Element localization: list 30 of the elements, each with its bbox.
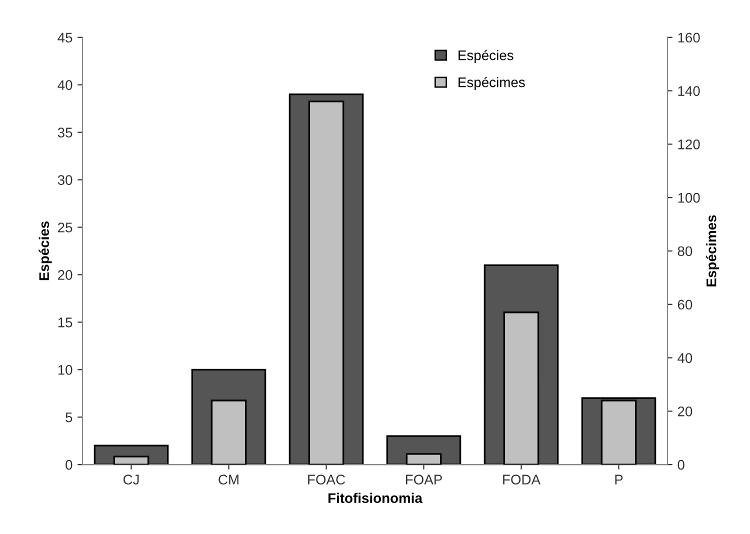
y-tick-label: 45 bbox=[58, 32, 72, 43]
y2-tick-label: 40 bbox=[678, 353, 692, 363]
y2-tick-label: 160 bbox=[678, 32, 700, 43]
x-tick-label: FODA bbox=[503, 474, 541, 485]
y-tick-label: 20 bbox=[58, 270, 72, 280]
y2-tick-label: 60 bbox=[678, 300, 692, 310]
y2-tick-label: 140 bbox=[678, 86, 700, 96]
y-axis-title: Espécies bbox=[38, 221, 52, 280]
x-tick-label: CJ bbox=[123, 474, 139, 485]
y2-tick-label: 100 bbox=[678, 192, 700, 203]
y2-tick-label: 0 bbox=[678, 460, 684, 470]
x-tick-label: P bbox=[615, 474, 623, 484]
y-tick-label: 35 bbox=[58, 128, 72, 138]
legend-label: Espécimes bbox=[458, 76, 525, 90]
y-tick-label: 10 bbox=[58, 364, 72, 375]
y2-axis-title: Espécimes bbox=[706, 215, 720, 286]
x-tick-label: FOAP bbox=[406, 474, 442, 485]
y-tick-label: 25 bbox=[58, 222, 72, 232]
y-tick-label: 30 bbox=[58, 175, 72, 185]
x-tick-label: FOAC bbox=[308, 474, 346, 485]
x-tick-label: CM bbox=[218, 474, 238, 485]
y-tick-label: 5 bbox=[66, 412, 72, 422]
y2-tick-label: 120 bbox=[678, 140, 700, 150]
legend-label: Espécies bbox=[458, 50, 514, 63]
y2-tick-label: 80 bbox=[678, 246, 692, 256]
x-axis-title: Fitofisionomia bbox=[328, 492, 423, 504]
y-tick-label: 15 bbox=[58, 318, 72, 328]
y2-tick-label: 20 bbox=[678, 406, 692, 416]
y-tick-label: 0 bbox=[66, 460, 72, 470]
y-tick-label: 40 bbox=[58, 80, 72, 90]
